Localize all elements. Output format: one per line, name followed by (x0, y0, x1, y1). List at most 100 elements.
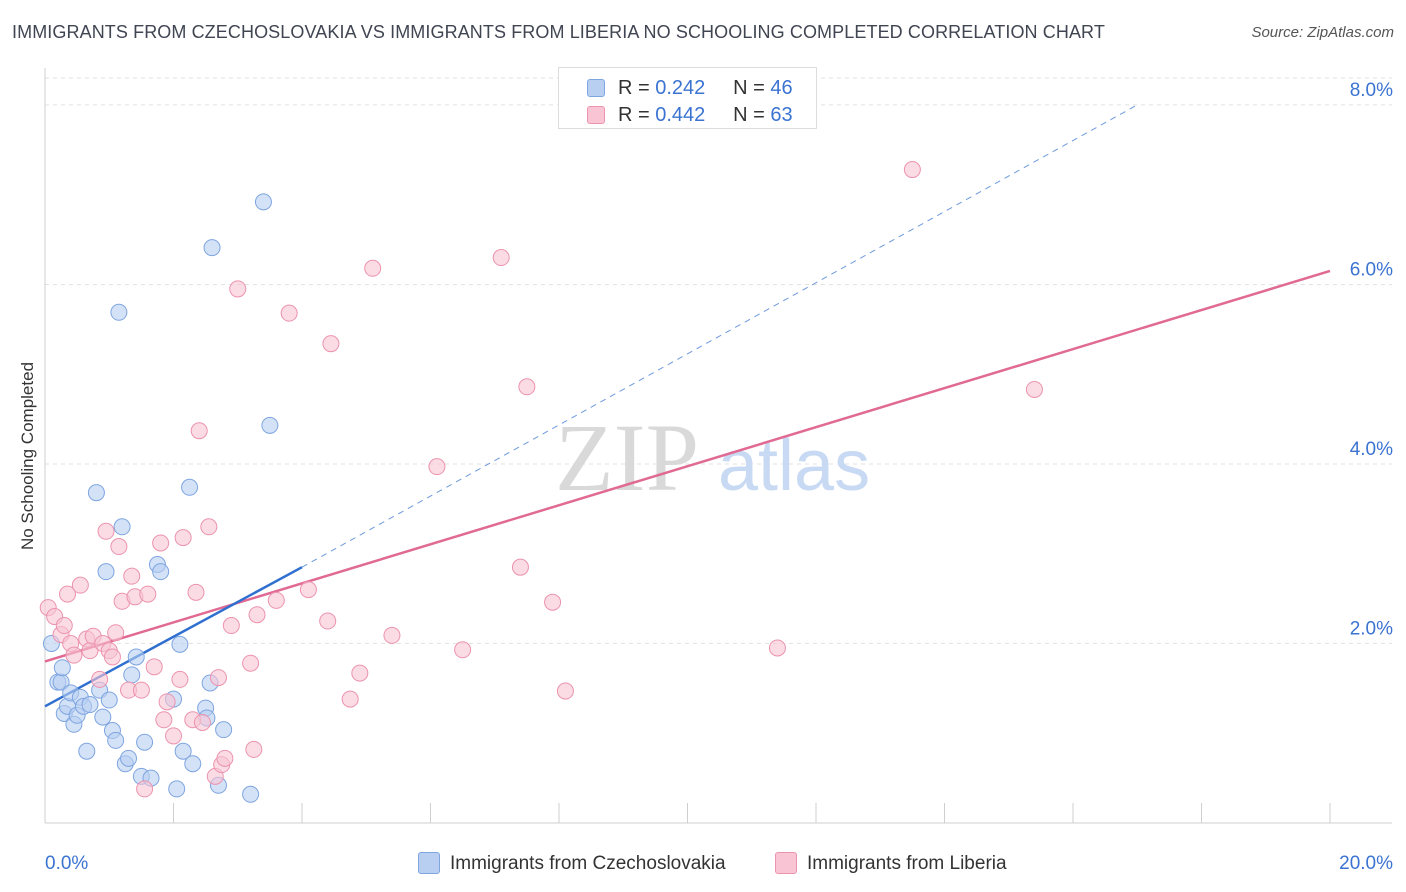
liberia-point (152, 534, 170, 552)
liberia-point (187, 583, 205, 601)
n-label: N = (733, 76, 765, 99)
czechoslovakia-point (100, 691, 118, 709)
liberia-point (322, 335, 340, 353)
czechoslovakia-point (215, 721, 233, 739)
liberia-point (245, 740, 263, 758)
series-czechoslovakia-points (42, 193, 279, 803)
liberia-point (91, 670, 109, 688)
liberia-point (71, 576, 89, 594)
r-label: R = (618, 103, 650, 126)
bottom-legend-label: Immigrants from Liberia (807, 853, 1007, 874)
czechoslovakia-point (107, 731, 125, 749)
liberia-point (139, 585, 157, 603)
liberia-point (428, 458, 446, 476)
y-tick-label: 6.0% (1350, 259, 1393, 280)
czechoslovakia-point (120, 749, 138, 767)
liberia-point (492, 249, 510, 267)
series-liberia-points (39, 161, 1043, 798)
gridlines (45, 77, 1392, 644)
liberia-point (58, 585, 76, 603)
legend-stats-liberia: R = 0.442 N = 63 (618, 104, 793, 127)
czechoslovakia-point (168, 780, 186, 798)
liberia-point (768, 639, 786, 657)
liberia-point (364, 259, 382, 277)
czechoslovakia-point (110, 303, 128, 321)
czechoslovakia-point (94, 708, 112, 726)
y-tick-label: 2.0% (1350, 618, 1393, 639)
liberia-point (351, 664, 369, 682)
liberia-point (132, 681, 150, 699)
liberia-point (216, 749, 234, 767)
czechoslovakia-point (87, 484, 105, 502)
liberia-point (107, 624, 125, 642)
y-tick-label: 4.0% (1350, 439, 1393, 460)
n-label: N = (733, 103, 765, 126)
liberia-point (341, 690, 359, 708)
czechoslovakia-point (136, 733, 154, 751)
x-tick-label-max: 20.0% (1339, 853, 1393, 874)
bottom-legend-swatch-pink (775, 852, 797, 874)
y-tick-label: 8.0% (1350, 80, 1393, 101)
liberia-point (242, 654, 260, 672)
bottom-legend-label: Immigrants from Czechoslovakia (450, 853, 726, 874)
czechoslovakia-point (254, 193, 272, 211)
tick-labels: 2.0% 4.0% 6.0% 8.0% 0.0% 20.0% (45, 80, 1393, 874)
source-credit: Source: ZipAtlas.com (1251, 24, 1394, 41)
trend-czechoslovakia (44, 566, 303, 708)
liberia-point (229, 280, 247, 298)
r-value: 0.442 (655, 103, 706, 126)
liberia-point (248, 606, 266, 624)
liberia-point (65, 646, 83, 664)
czechoslovakia-point (152, 563, 170, 581)
liberia-point (556, 682, 574, 700)
liberia-point (903, 161, 921, 179)
liberia-point (209, 669, 227, 687)
czechoslovakia-point (78, 742, 96, 760)
czechoslovakia-point (174, 742, 192, 760)
liberia-point (174, 529, 192, 547)
liberia-point (123, 567, 141, 585)
czechoslovakia-point (203, 239, 221, 257)
liberia-point (280, 304, 298, 322)
liberia-point (544, 593, 562, 611)
liberia-point (193, 713, 211, 731)
liberia-point (511, 558, 529, 576)
liberia-point (222, 617, 240, 635)
liberia-point (155, 711, 173, 729)
liberia-point (171, 670, 189, 688)
x-tick-label-min: 0.0% (45, 853, 88, 874)
liberia-point (55, 617, 73, 635)
liberia-point (145, 658, 163, 676)
axes (44, 68, 1392, 824)
czechoslovakia-point (97, 563, 115, 581)
liberia-point (383, 626, 401, 644)
watermark-atlas: atlas (718, 426, 870, 506)
czechoslovakia-point (113, 518, 131, 536)
liberia-point (267, 591, 285, 609)
watermark-zip: ZIP (555, 404, 699, 511)
czechoslovakia-point (181, 478, 199, 496)
trend-czechoslovakia-extension (301, 104, 1138, 568)
liberia-point (97, 522, 115, 540)
liberia-point (200, 518, 218, 536)
bottom-legend-swatch-blue (418, 852, 440, 874)
liberia-point (1025, 380, 1043, 398)
liberia-point (103, 648, 121, 666)
liberia-point (165, 727, 182, 745)
r-value: 0.242 (655, 76, 706, 99)
chart-title: IMMIGRANTS FROM CZECHOSLOVAKIA VS IMMIGR… (12, 22, 1105, 42)
liberia-point (136, 780, 154, 798)
liberia-point (299, 581, 317, 599)
czechoslovakia-point (123, 666, 141, 684)
n-value: 46 (770, 76, 793, 99)
legend-stats-czechoslovakia: R = 0.242 N = 46 (618, 77, 793, 100)
liberia-point (158, 693, 176, 711)
trend-lines (44, 104, 1331, 708)
correlation-legend: R = 0.242 N = 46 R = 0.442 N = 63 (558, 67, 817, 129)
czechoslovakia-point (171, 635, 189, 653)
czechoslovakia-point (184, 755, 202, 773)
legend-swatch-blue (587, 79, 605, 97)
liberia-point (454, 641, 472, 659)
czechoslovakia-point (127, 648, 145, 666)
